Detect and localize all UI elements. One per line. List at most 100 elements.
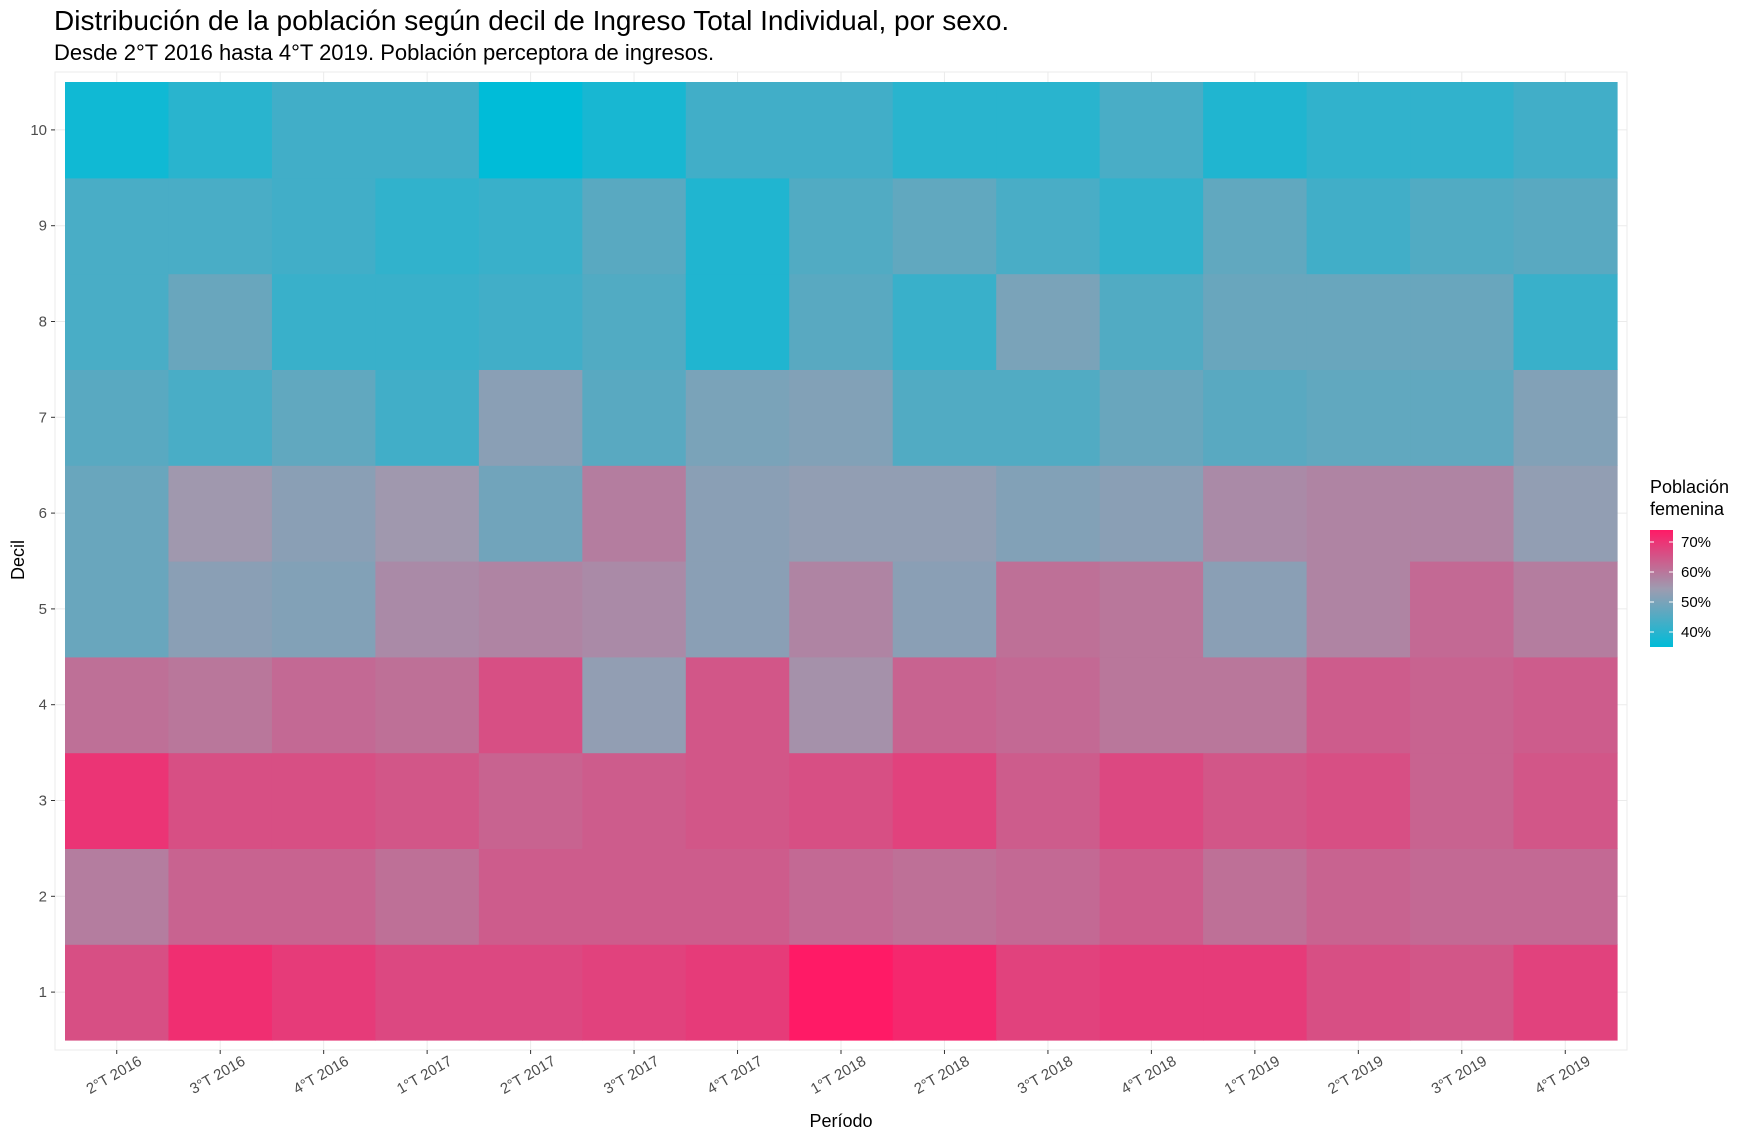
heatmap-cell	[789, 82, 894, 179]
heatmap-cell	[478, 752, 583, 849]
heatmap-cell	[996, 752, 1101, 849]
y-axis-ticks: 1 2 3 4 5 6 7 8 9 10	[30, 122, 55, 1001]
heatmap-cell	[1513, 273, 1618, 370]
heatmap-cell	[685, 944, 790, 1041]
heatmap-cell	[1306, 177, 1411, 275]
heatmap-cell	[892, 944, 997, 1041]
x-tick-label: 1°T 2019	[1222, 1053, 1283, 1098]
heatmap-cell	[168, 561, 273, 658]
y-tick-label: 1	[39, 984, 47, 1001]
heatmap-cell	[271, 561, 376, 658]
heatmap-cell	[1099, 561, 1204, 658]
heatmap-cell	[892, 561, 997, 658]
legend-title-line: femenina	[1650, 499, 1725, 519]
heatmap-cell	[271, 273, 376, 370]
x-tick-label: 1°T 2018	[808, 1053, 869, 1098]
heatmap-cell	[996, 656, 1101, 754]
heatmap-cell	[892, 177, 997, 275]
heatmap-cell	[582, 656, 687, 754]
heatmap-cell	[1306, 369, 1411, 466]
legend-tick-label: 60%	[1681, 564, 1711, 581]
heatmap-cell	[1513, 752, 1618, 849]
x-tick-label: 2°T 2018	[911, 1053, 972, 1098]
heatmap-cell	[1099, 177, 1204, 275]
heatmap-cells	[65, 82, 1618, 1041]
heatmap-cell	[168, 465, 273, 562]
heatmap-cell	[1203, 465, 1308, 562]
legend-tick-label: 50%	[1681, 594, 1711, 611]
heatmap-cell	[1410, 177, 1515, 275]
heatmap-cell	[1513, 465, 1618, 562]
legend-tick-label: 70%	[1681, 534, 1711, 551]
heatmap-cell	[1203, 848, 1308, 945]
y-tick-label: 10	[30, 122, 47, 139]
heatmap-cell	[271, 848, 376, 945]
heatmap-cell	[168, 944, 273, 1041]
x-tick-label: 2°T 2019	[1325, 1053, 1386, 1098]
y-tick-label: 4	[39, 697, 47, 714]
heatmap-cell	[1099, 848, 1204, 945]
heatmap-cell	[478, 273, 583, 370]
heatmap-cell	[996, 465, 1101, 562]
heatmap-cell	[478, 848, 583, 945]
heatmap-cell	[1099, 465, 1204, 562]
heatmap-cell	[375, 177, 480, 275]
heatmap-cell	[1306, 273, 1411, 370]
legend-title-line: Población	[1650, 477, 1729, 497]
heatmap-cell	[685, 752, 790, 849]
heatmap-cell	[375, 465, 480, 562]
heatmap-cell	[168, 752, 273, 849]
legend-tick-label: 40%	[1681, 624, 1711, 641]
x-tick-label: 3°T 2017	[601, 1053, 662, 1098]
heatmap-cell	[1410, 944, 1515, 1041]
heatmap-cell	[582, 177, 687, 275]
heatmap-cell	[996, 369, 1101, 466]
heatmap-cell	[65, 561, 170, 658]
heatmap-cell	[1410, 273, 1515, 370]
heatmap-cell	[685, 848, 790, 945]
heatmap-cell	[1203, 752, 1308, 849]
x-axis-title: Período	[809, 1111, 872, 1131]
heatmap-cell	[685, 656, 790, 754]
heatmap-cell	[789, 561, 894, 658]
heatmap-cell	[789, 465, 894, 562]
heatmap-cell	[996, 944, 1101, 1041]
heatmap-cell	[996, 273, 1101, 370]
heatmap-cell	[1410, 369, 1515, 466]
heatmap-cell	[996, 82, 1101, 179]
heatmap-cell	[892, 82, 997, 179]
heatmap-cell	[685, 273, 790, 370]
x-axis-ticks: 2°T 2016 3°T 2016 4°T 2016 1°T 2017 2°T 2017…	[84, 1050, 1593, 1098]
heatmap-cell	[892, 465, 997, 562]
heatmap-cell	[1099, 82, 1204, 179]
heatmap-cell	[996, 561, 1101, 658]
y-tick-label: 8	[39, 314, 47, 331]
heatmap-cell	[65, 752, 170, 849]
heatmap-cell	[1513, 82, 1618, 179]
heatmap-cell	[1306, 752, 1411, 849]
heatmap-cell	[168, 273, 273, 370]
heatmap-cell	[892, 656, 997, 754]
heatmap-cell	[1203, 561, 1308, 658]
heatmap-cell	[789, 944, 894, 1041]
heatmap-cell	[1513, 561, 1618, 658]
heatmap-cell	[375, 82, 480, 179]
heatmap-cell	[271, 752, 376, 849]
heatmap-cell	[685, 82, 790, 179]
heatmap-cell	[1203, 944, 1308, 1041]
heatmap-cell	[1203, 177, 1308, 275]
heatmap-cell	[1306, 82, 1411, 179]
heatmap-cell	[996, 848, 1101, 945]
heatmap-cell	[996, 177, 1101, 275]
heatmap-cell	[789, 752, 894, 849]
heatmap-cell	[1410, 82, 1515, 179]
heatmap-cell	[1513, 177, 1618, 275]
y-tick-label: 7	[39, 409, 47, 426]
heatmap-cell	[1513, 369, 1618, 466]
heatmap-cell	[1306, 561, 1411, 658]
heatmap-cell	[1513, 656, 1618, 754]
heatmap-cell	[789, 848, 894, 945]
chart-title: Distribución de la población según decil…	[54, 5, 1009, 36]
